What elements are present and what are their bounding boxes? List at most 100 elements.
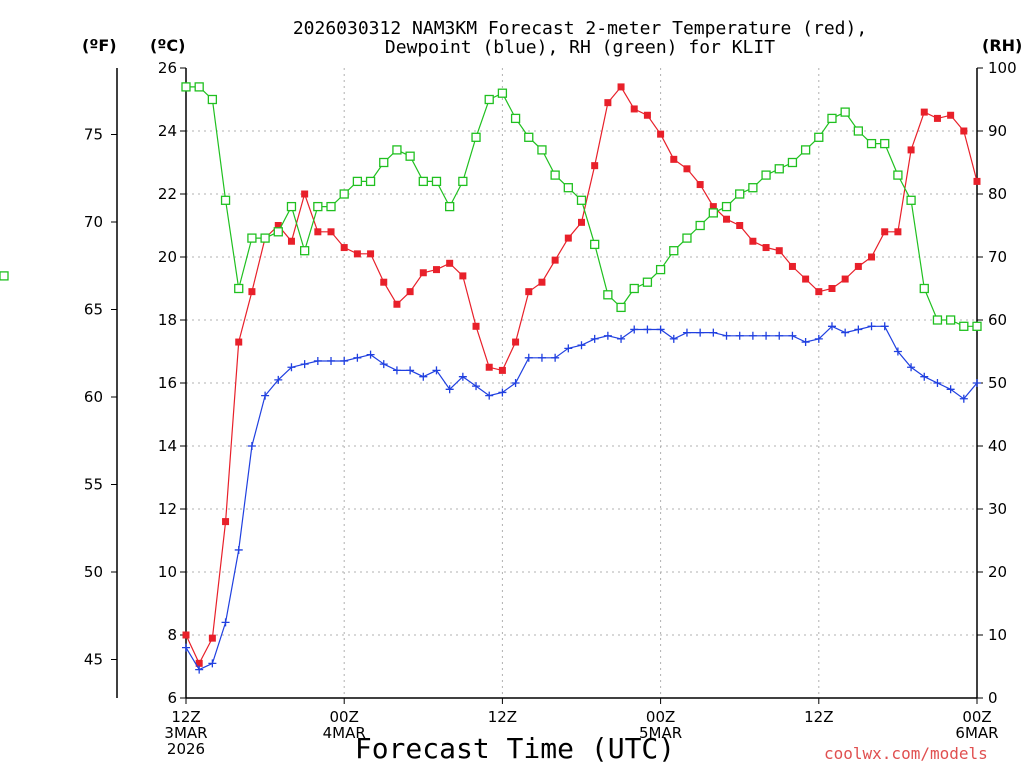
data-point: [207, 94, 218, 105]
data-point: [458, 176, 468, 187]
data-point: [392, 145, 402, 155]
data-point: [973, 177, 981, 185]
rh-tick-label: 80: [988, 185, 1007, 203]
data-point: [630, 105, 638, 113]
data-point: [287, 237, 295, 245]
data-point: [313, 356, 322, 365]
fahrenheit-tick-label: 55: [84, 476, 103, 494]
data-point: [840, 107, 850, 117]
data-point: [497, 88, 508, 98]
celsius-tick-label: 22: [158, 185, 177, 203]
data-point: [0, 271, 9, 281]
data-point: [195, 659, 203, 667]
fahrenheit-tick-label: 45: [84, 651, 103, 669]
data-point: [868, 253, 876, 261]
grid-lines: [186, 68, 977, 698]
data-point: [800, 145, 811, 155]
data-point: [682, 233, 692, 243]
celsius-tick-label: 10: [158, 563, 177, 581]
series-line-temperature: [185, 85, 978, 665]
data-point: [406, 288, 414, 296]
data-point: [960, 127, 968, 135]
rh-tick-label: 10: [988, 626, 1007, 644]
data-point: [273, 227, 283, 237]
x-tick-label: 12Z: [171, 708, 200, 726]
data-point: [551, 256, 559, 264]
celsius-tick-label: 26: [158, 59, 177, 77]
data-point: [525, 288, 533, 296]
data-point: [802, 275, 810, 283]
data-point: [339, 189, 349, 199]
data-point: [222, 518, 230, 526]
data-point: [313, 201, 323, 212]
x-tick-label: 6MAR: [955, 724, 998, 742]
data-point: [801, 338, 810, 347]
data-point: [538, 278, 546, 286]
data-point: [643, 325, 652, 334]
data-point: [670, 155, 678, 163]
data-point: [458, 372, 467, 381]
data-point: [657, 130, 665, 138]
x-tick-label: 2026: [167, 740, 205, 758]
data-point: [866, 138, 877, 149]
data-point: [182, 643, 190, 652]
data-point: [445, 385, 454, 394]
data-point: [617, 83, 625, 91]
data-point: [945, 315, 956, 325]
data-point: [696, 328, 705, 337]
fahrenheit-tick-label: 60: [84, 388, 103, 406]
data-point: [367, 250, 375, 258]
rh-tick-label: 50: [988, 374, 1007, 392]
data-point: [366, 350, 375, 359]
data-point: [379, 157, 389, 168]
data-point: [578, 218, 585, 226]
data-point: [431, 176, 442, 187]
data-point: [827, 113, 837, 124]
data-point: [959, 394, 968, 403]
data-point: [736, 222, 744, 229]
data-point: [629, 283, 639, 294]
data-point: [721, 201, 732, 212]
x-tick-label: 5MAR: [639, 724, 682, 742]
data-point: [182, 631, 190, 639]
data-point: [682, 328, 691, 337]
data-point: [459, 272, 467, 280]
chart-subtitle: Dewpoint (blue), RH (green) for KLIT: [384, 37, 776, 58]
data-point: [907, 363, 916, 372]
x-tick-label: 00Z: [330, 708, 359, 726]
data-point: [880, 138, 890, 149]
x-axis-label: Forecast Time (UTC): [354, 732, 676, 765]
data-series: [0, 82, 982, 674]
data-point: [471, 132, 481, 142]
data-point: [299, 246, 310, 256]
data-point: [854, 262, 862, 270]
data-point: [445, 201, 455, 212]
data-point: [854, 325, 863, 334]
series-line-rh: [186, 86, 977, 327]
source-credit: coolwx.com/models: [824, 744, 988, 763]
data-point: [510, 113, 521, 124]
data-point: [696, 181, 704, 189]
data-point: [181, 82, 191, 92]
data-point: [340, 244, 348, 252]
data-point: [761, 170, 771, 180]
data-point: [274, 375, 283, 384]
data-point: [260, 233, 270, 243]
data-point: [380, 278, 388, 286]
data-point: [301, 190, 309, 198]
data-point: [472, 322, 480, 330]
data-point: [946, 385, 955, 394]
data-point: [630, 325, 639, 334]
fahrenheit-tick-label: 50: [84, 563, 103, 581]
data-point: [327, 356, 336, 365]
data-point: [221, 618, 230, 627]
data-point: [920, 108, 928, 116]
data-point: [881, 228, 889, 236]
celsius-tick-label: 16: [158, 374, 177, 392]
data-point: [563, 183, 573, 193]
data-point: [893, 347, 902, 356]
data-point: [498, 388, 507, 397]
data-point: [722, 331, 731, 340]
data-point: [880, 322, 889, 331]
rh-tick-label: 60: [988, 311, 1007, 329]
